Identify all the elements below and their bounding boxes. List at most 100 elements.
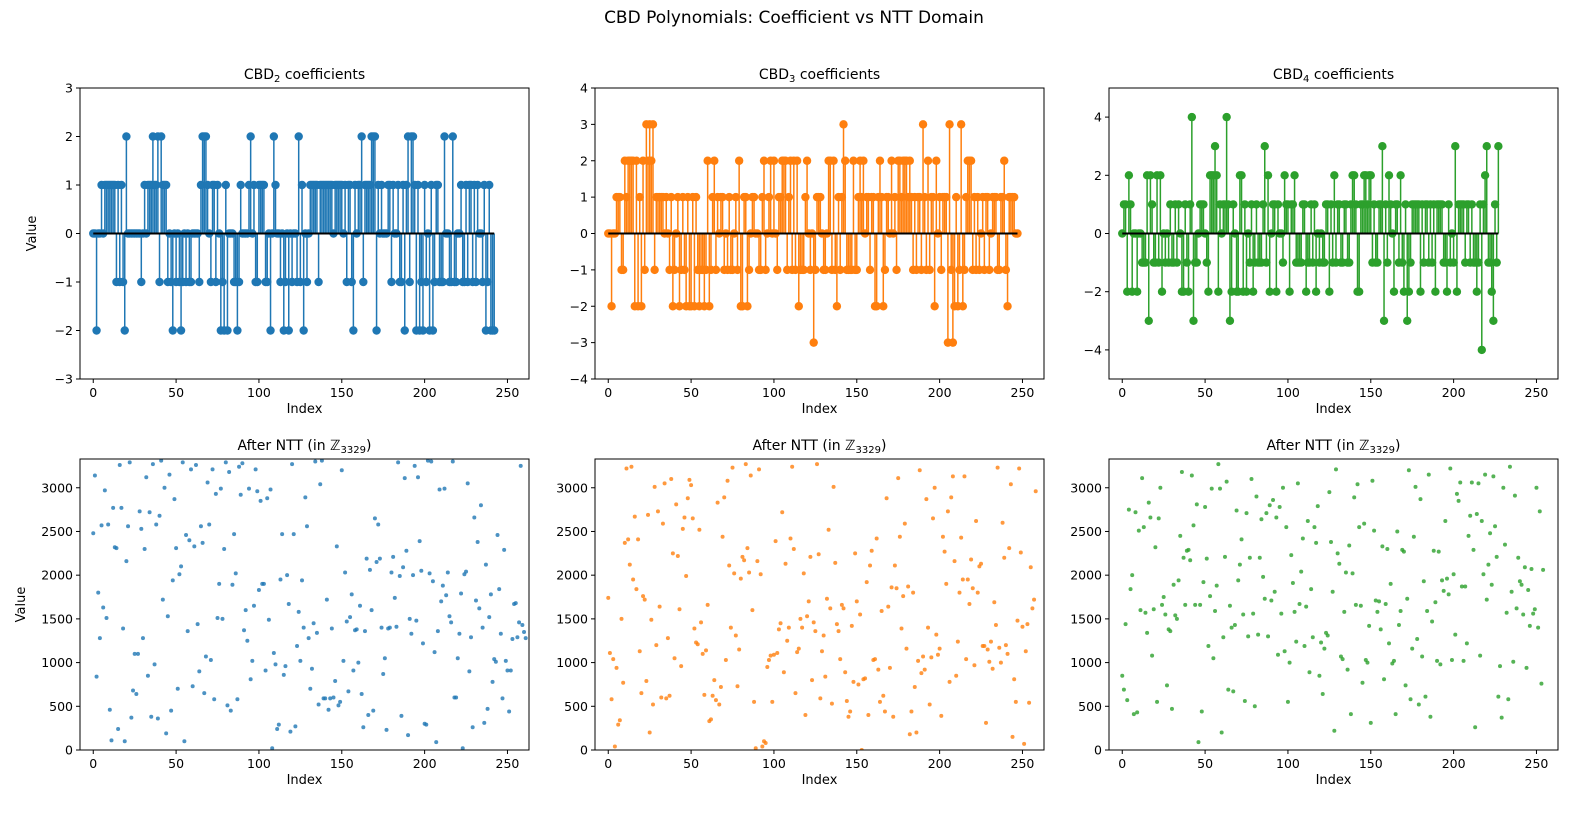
stem-marker xyxy=(1240,200,1250,209)
scatter-point xyxy=(821,633,826,638)
stem-markers xyxy=(1118,112,1503,355)
scatter-point xyxy=(513,601,518,606)
scatter-point xyxy=(916,658,921,663)
stem-marker xyxy=(733,265,742,275)
scatter-point xyxy=(495,532,500,537)
stem-marker xyxy=(744,265,754,275)
scatter-point xyxy=(94,674,99,679)
scatter-point xyxy=(1023,649,1028,654)
scatter-point xyxy=(1319,640,1324,645)
scatter-point xyxy=(747,570,752,575)
scatter-point xyxy=(874,536,879,541)
stem-marker xyxy=(1406,258,1415,267)
scatter-point xyxy=(450,459,455,464)
scatter-point xyxy=(1335,551,1340,556)
scatter-point xyxy=(1028,565,1033,570)
scatter-point xyxy=(834,622,839,627)
stem-marker xyxy=(302,277,312,287)
subplot-6: 0 50 100 150 200 250050010001500200025003000I… xyxy=(1070,438,1559,788)
stem-marker xyxy=(263,277,272,287)
scatter-point xyxy=(116,727,121,732)
scatter-point xyxy=(97,636,102,641)
scatter-point xyxy=(1431,548,1436,553)
scatter-point xyxy=(987,659,992,664)
scatter-point xyxy=(1007,546,1012,551)
subplot-title: CBD2 coefficients xyxy=(244,67,365,85)
scatter-point xyxy=(735,684,740,689)
scatter-point xyxy=(349,592,354,597)
scatter-point xyxy=(314,630,319,635)
scatter-point xyxy=(705,602,710,607)
scatter-point xyxy=(1309,587,1314,592)
stem-marker xyxy=(920,192,929,202)
stem-marker xyxy=(837,192,847,202)
scatter-point xyxy=(364,556,369,561)
stem-marker xyxy=(1485,258,1495,267)
scatter-point xyxy=(672,656,677,661)
scatter-point xyxy=(858,612,863,617)
scatter-point xyxy=(717,702,722,707)
scatter-point xyxy=(1463,584,1468,589)
scatter-point xyxy=(887,665,892,670)
scatter-point xyxy=(1478,653,1483,658)
scatter-point xyxy=(288,729,293,734)
scatter-point xyxy=(1360,680,1365,685)
scatter-point xyxy=(743,462,748,467)
scatter-point xyxy=(824,596,829,601)
x-tick-label: 150 xyxy=(330,385,354,400)
scatter-point xyxy=(685,496,690,501)
scatter-point xyxy=(854,599,859,604)
scatter-point xyxy=(1504,610,1509,615)
scatter-point xyxy=(487,615,492,620)
scatter-point xyxy=(351,668,356,673)
stem-marker xyxy=(816,192,825,202)
scatter-point xyxy=(947,679,952,684)
scatter-point xyxy=(823,674,828,679)
scatter-point xyxy=(298,658,303,663)
scatter-point xyxy=(1440,578,1445,583)
scatter-point xyxy=(641,594,646,599)
stem-marker xyxy=(725,192,734,202)
scatter-point xyxy=(1433,600,1438,605)
scatter-point xyxy=(1304,604,1309,609)
stem-markers xyxy=(604,120,1022,347)
scatter-point xyxy=(1176,578,1181,583)
scatter-point xyxy=(1441,588,1446,593)
scatter-point xyxy=(783,561,788,566)
stem-marker xyxy=(1258,200,1268,209)
stem-marker xyxy=(995,265,1004,275)
scatter-point xyxy=(101,605,106,610)
scatter-point xyxy=(127,460,132,465)
scatter-point xyxy=(246,486,251,491)
scatter-point xyxy=(503,658,508,663)
plot-area xyxy=(89,132,499,335)
y-tick-label: 500 xyxy=(1078,699,1102,714)
scatter-point xyxy=(891,714,896,719)
stem-marker xyxy=(451,277,461,287)
scatter-point xyxy=(904,646,909,651)
stem-marker xyxy=(156,132,166,141)
stem-marker xyxy=(1202,258,1211,267)
scatter-point xyxy=(203,654,208,659)
x-tick-label: 100 xyxy=(762,385,786,400)
scatter-point xyxy=(154,522,159,527)
stem-marker xyxy=(951,192,961,202)
scatter-point xyxy=(467,669,472,674)
stem-marker xyxy=(1124,171,1134,180)
scatter-point xyxy=(1179,470,1184,475)
scatter-point xyxy=(213,491,218,496)
stem-marker xyxy=(958,302,968,311)
scatter-point xyxy=(773,539,778,544)
scatter-point xyxy=(215,616,220,621)
scatter-point xyxy=(170,578,175,583)
scatter-point xyxy=(217,581,222,586)
stem-marker xyxy=(405,277,414,287)
stem-marker xyxy=(118,277,128,287)
stem-marker xyxy=(1326,200,1336,209)
scatter-point xyxy=(167,472,172,477)
stem-marker xyxy=(400,326,409,335)
stem-marker xyxy=(622,192,631,202)
scatter-point xyxy=(1257,555,1262,560)
scatter-point xyxy=(1357,525,1362,530)
scatter-point xyxy=(1514,606,1519,611)
